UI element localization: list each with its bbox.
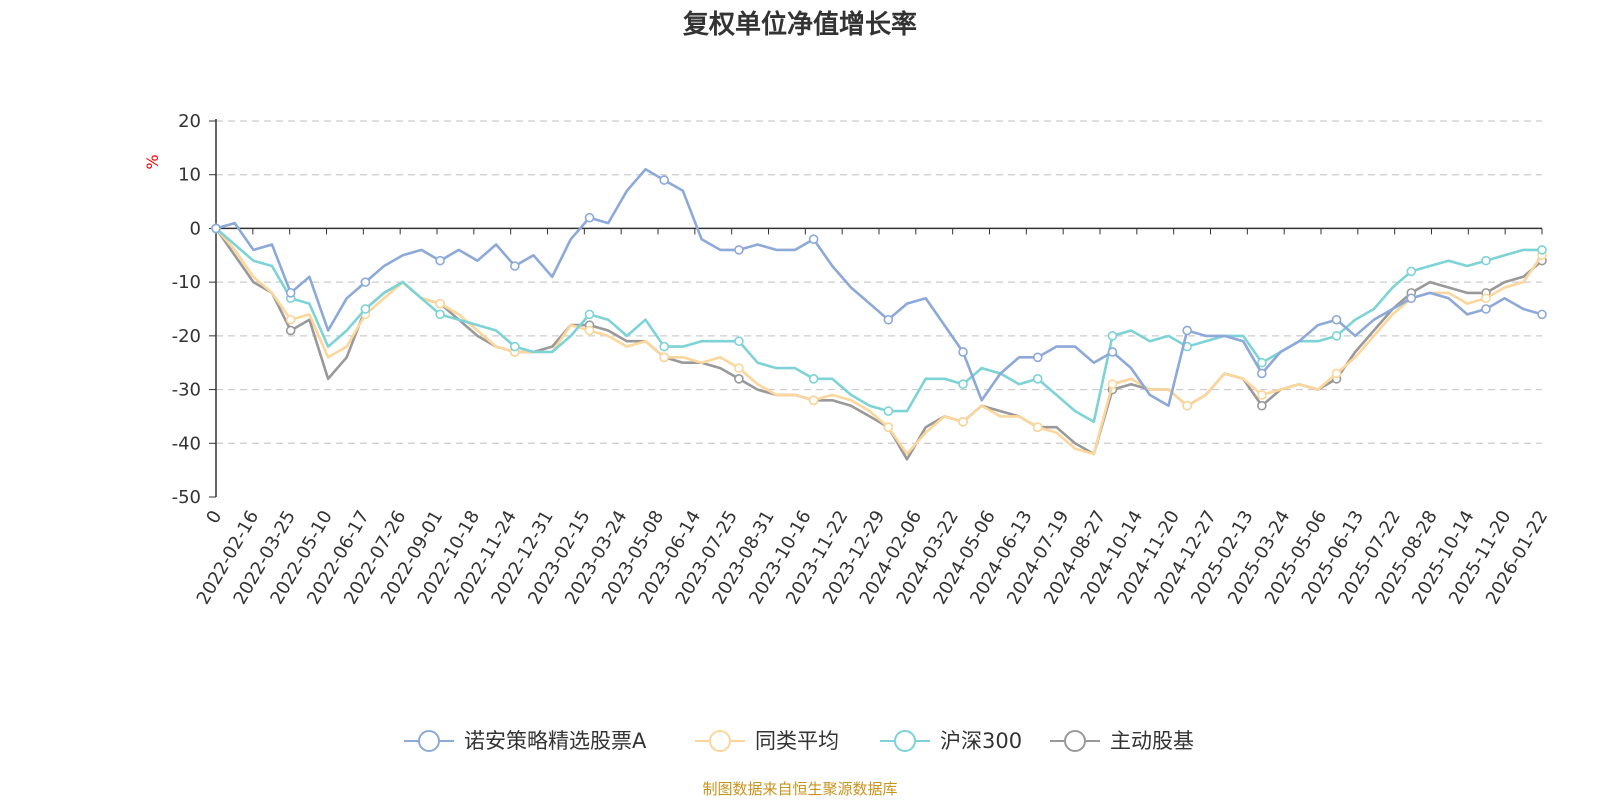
- legend-item-2: 沪深300: [880, 729, 1022, 753]
- data-point: [734, 245, 744, 255]
- data-point: [285, 288, 296, 298]
- data-point: [1331, 331, 1342, 341]
- y-tick-label: -50: [172, 487, 201, 508]
- data-point: [1257, 357, 1267, 368]
- legend-item-1: 同类平均: [695, 729, 839, 753]
- data-point: [1032, 422, 1043, 432]
- legend-label: 沪深300: [940, 729, 1022, 753]
- data-point: [1537, 309, 1547, 320]
- data-point: [808, 395, 819, 406]
- series-line: [214, 227, 1543, 461]
- series-group-1: [211, 223, 1547, 456]
- legend-marker-icon: [1064, 730, 1086, 752]
- legend-item-0: 诺安策略精选股票A: [404, 729, 647, 753]
- legend-marker-icon: [709, 730, 731, 752]
- y-tick-label: 10: [178, 165, 201, 186]
- data-point: [1406, 293, 1417, 304]
- data-point: [1107, 331, 1118, 341]
- data-point: [1537, 245, 1547, 255]
- data-point: [360, 277, 371, 287]
- legend-label: 诺安策略精选股票A: [464, 729, 647, 753]
- data-point: [734, 374, 744, 384]
- legend-marker-icon: [418, 730, 440, 752]
- legend-label: 同类平均: [755, 729, 839, 753]
- data-point: [1032, 352, 1043, 363]
- y-axis-unit-label: %: [143, 154, 162, 169]
- data-point: [510, 341, 520, 352]
- data-point: [958, 416, 968, 427]
- legend-label: 主动股基: [1110, 729, 1194, 753]
- y-tick-label: 0: [190, 218, 201, 239]
- data-point: [659, 341, 670, 352]
- data-point: [360, 304, 371, 314]
- data-point: [883, 314, 894, 325]
- y-tick-label: 20: [178, 111, 201, 132]
- y-tick-label: -20: [172, 326, 201, 347]
- data-point: [1182, 325, 1192, 336]
- data-point: [1182, 400, 1192, 411]
- legend-marker-icon: [894, 730, 916, 752]
- data-point: [808, 234, 819, 244]
- data-point: [883, 406, 894, 416]
- data-point: [510, 261, 520, 271]
- legend-item-3: 主动股基: [1050, 729, 1194, 753]
- data-point: [808, 374, 819, 384]
- data-point: [958, 379, 968, 390]
- data-point: [1257, 390, 1267, 400]
- series-group-3: [211, 223, 1547, 461]
- data-point: [584, 325, 595, 336]
- data-point: [1481, 304, 1491, 314]
- data-source-note: 制图数据来自恒生聚源数据库: [702, 780, 898, 798]
- y-tick-label: -10: [172, 272, 201, 293]
- data-point: [734, 336, 744, 347]
- data-point: [584, 212, 595, 223]
- data-point: [883, 422, 894, 432]
- chart-title: 复权单位净值增长率: [682, 10, 917, 40]
- series-line: [215, 227, 1544, 456]
- data-point: [1331, 368, 1342, 379]
- data-point: [1032, 374, 1043, 384]
- data-point: [1107, 379, 1118, 390]
- series-group-2: [211, 223, 1547, 424]
- data-point: [211, 223, 221, 234]
- data-point: [435, 298, 445, 309]
- data-point: [1406, 266, 1417, 277]
- data-point: [1257, 368, 1267, 379]
- data-point: [285, 314, 296, 325]
- data-point: [1257, 400, 1267, 411]
- data-point: [958, 347, 968, 357]
- data-point: [285, 325, 296, 336]
- data-point: [734, 363, 744, 373]
- data-point: [1481, 293, 1491, 304]
- data-point: [1481, 255, 1491, 266]
- data-point: [435, 255, 445, 266]
- data-point: [1107, 347, 1118, 357]
- data-point: [435, 309, 445, 320]
- data-point: [584, 309, 595, 320]
- x-tick-label: 0: [202, 507, 226, 527]
- data-point: [659, 175, 670, 185]
- y-tick-label: -30: [172, 380, 201, 401]
- series-group-0: [211, 168, 1547, 408]
- data-point: [1331, 314, 1342, 325]
- data-point: [659, 352, 670, 363]
- y-tick-label: -40: [172, 433, 201, 454]
- line-chart: 20100-10-20-30-40-50%02022-02-162022-03-…: [143, 111, 1552, 753]
